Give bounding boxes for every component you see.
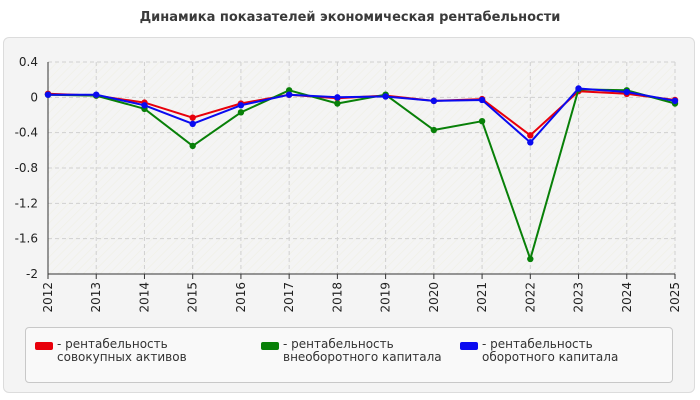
data-point bbox=[189, 120, 196, 128]
x-axis-ticks: 2012 2013 2014 2015 2016 2017 2018 2019 2020 2021… bbox=[41, 274, 682, 313]
data-point bbox=[141, 102, 148, 109]
legend-label: - рентабельность совокупных активов bbox=[57, 337, 187, 364]
legend-swatch-red bbox=[35, 342, 53, 350]
x-tick-label: 2022 bbox=[523, 282, 537, 313]
data-point bbox=[93, 91, 100, 98]
x-tick-label: 2023 bbox=[572, 282, 586, 313]
data-point bbox=[478, 117, 486, 125]
x-tick-label: 2015 bbox=[186, 282, 200, 313]
data-point bbox=[527, 132, 534, 139]
legend-swatch-green bbox=[261, 342, 279, 350]
x-tick-label: 2019 bbox=[379, 282, 393, 313]
series-line-2 bbox=[48, 87, 676, 144]
data-point bbox=[189, 114, 196, 121]
y-tick-label: -1.6 bbox=[15, 232, 38, 246]
y-tick-label: -1.2 bbox=[15, 196, 38, 210]
x-tick-label: 2024 bbox=[620, 282, 634, 313]
data-point bbox=[671, 97, 679, 105]
y-axis-ticks: 0.4 0 -0.4 -0.8 -1.2 -1.6 -2 bbox=[15, 55, 38, 281]
series-line-1 bbox=[47, 88, 676, 260]
x-tick-label: 2016 bbox=[234, 282, 248, 313]
data-point bbox=[237, 102, 245, 109]
x-tick-label: 2017 bbox=[282, 282, 296, 313]
y-tick-label: -2 bbox=[26, 267, 38, 281]
data-point bbox=[478, 96, 486, 104]
series-group bbox=[44, 85, 679, 263]
data-point bbox=[430, 97, 438, 105]
data-point bbox=[527, 255, 534, 263]
data-point bbox=[285, 91, 293, 98]
data-point bbox=[285, 87, 293, 94]
x-tick-label: 2013 bbox=[89, 282, 103, 313]
data-point bbox=[44, 91, 52, 98]
data-point bbox=[189, 142, 196, 150]
legend-swatch-blue bbox=[460, 342, 478, 350]
data-point bbox=[382, 93, 389, 100]
x-tick-label: 2021 bbox=[475, 282, 489, 313]
x-tick-label: 2018 bbox=[330, 282, 344, 313]
x-tick-label: 2012 bbox=[41, 282, 55, 313]
y-tick-label: 0 bbox=[30, 90, 38, 104]
chart-title: Динамика показателей экономическая рента… bbox=[139, 10, 561, 25]
data-point bbox=[334, 100, 341, 107]
data-point bbox=[623, 88, 630, 96]
y-tick-label: -0.4 bbox=[15, 126, 38, 140]
data-point bbox=[237, 109, 245, 116]
x-tick-label: 2014 bbox=[137, 282, 151, 313]
x-tick-label: 2025 bbox=[668, 282, 682, 313]
data-point bbox=[527, 139, 534, 146]
y-tick-label: -0.8 bbox=[15, 161, 38, 175]
data-point bbox=[334, 94, 341, 101]
data-point bbox=[430, 126, 438, 134]
legend: - рентабельность совокупных активов - ре… bbox=[25, 327, 673, 383]
data-point bbox=[575, 85, 582, 92]
y-tick-label: 0.4 bbox=[19, 55, 38, 69]
legend-label: - рентабельность внеоборотного капитала bbox=[283, 337, 442, 364]
legend-label: - рентабельность оборотного капитала bbox=[482, 337, 619, 364]
x-tick-label: 2020 bbox=[427, 282, 441, 313]
